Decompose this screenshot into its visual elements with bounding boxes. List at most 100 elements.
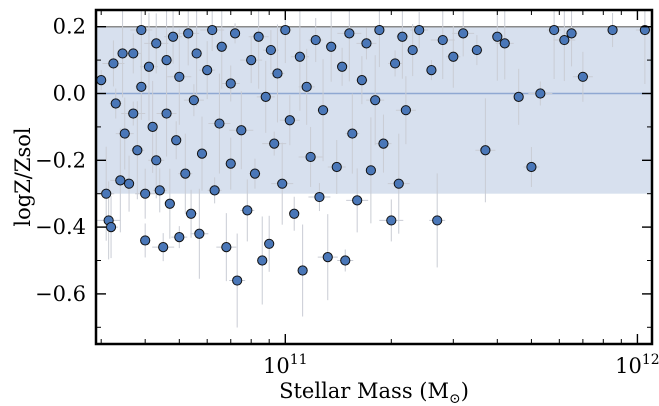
data-point	[242, 205, 253, 216]
y-axis-ticks: 0.2 0.0 −0.2 −0.4 −0.6	[35, 15, 652, 328]
data-point	[221, 242, 232, 253]
data-point	[370, 95, 381, 106]
data-point	[167, 31, 179, 42]
data-point	[559, 34, 570, 46]
x-axis-title-close: )	[461, 379, 469, 403]
data-point	[117, 48, 128, 59]
data-point	[147, 121, 158, 133]
data-point	[492, 31, 503, 42]
data-point	[140, 188, 151, 199]
data-point	[216, 41, 227, 52]
data-point	[140, 235, 151, 246]
data-points	[96, 24, 650, 286]
data-point	[115, 175, 126, 186]
data-point	[96, 75, 107, 86]
data-point	[171, 135, 182, 146]
data-point	[386, 215, 397, 226]
data-point	[194, 228, 205, 239]
data-point	[105, 222, 117, 233]
data-point	[374, 24, 385, 36]
y-tick-label: 0.0	[53, 82, 86, 106]
data-point	[426, 65, 437, 76]
data-point	[185, 208, 197, 219]
data-point	[196, 148, 208, 159]
data-point	[280, 24, 291, 36]
data-point	[154, 185, 165, 196]
data-point	[191, 48, 202, 59]
data-point	[119, 128, 130, 139]
data-point	[110, 98, 121, 109]
data-point	[253, 31, 264, 42]
data-point	[257, 255, 268, 266]
data-point	[289, 208, 300, 219]
data-point	[458, 28, 469, 39]
data-point	[294, 51, 305, 62]
x-axis-ticks: 1011 1012	[100, 10, 659, 378]
data-point	[352, 195, 363, 206]
data-point	[225, 78, 236, 89]
data-point	[260, 91, 271, 102]
data-point	[214, 118, 225, 129]
data-point	[365, 165, 376, 176]
data-point	[128, 48, 139, 59]
data-point	[310, 34, 321, 46]
data-point	[277, 178, 288, 189]
data-point	[326, 41, 337, 52]
data-point	[284, 115, 295, 126]
data-point	[549, 24, 560, 36]
data-point	[414, 24, 425, 36]
data-point	[513, 91, 524, 102]
data-point	[143, 61, 155, 72]
data-point	[471, 44, 482, 56]
data-point	[229, 28, 241, 39]
data-point	[526, 161, 537, 173]
data-point	[132, 145, 143, 156]
data-point	[499, 38, 510, 49]
x-axis-title: Stellar Mass (M⊙)	[279, 379, 469, 406]
data-point	[437, 34, 448, 46]
data-point	[407, 44, 418, 56]
data-point	[480, 145, 491, 156]
data-point	[265, 44, 276, 56]
data-point	[158, 242, 169, 253]
data-point	[249, 168, 261, 179]
sun-symbol: ⊙	[449, 391, 461, 406]
x-tick-base: 10	[615, 354, 642, 378]
data-point	[331, 161, 342, 173]
data-point	[151, 38, 162, 49]
data-point	[378, 138, 389, 149]
data-point	[566, 28, 577, 39]
data-point	[174, 71, 185, 82]
data-point	[246, 55, 257, 66]
data-point	[361, 38, 372, 49]
data-point	[202, 65, 213, 76]
x-tick-label: 1011	[263, 352, 308, 378]
data-point	[225, 158, 236, 169]
x-axis-title-text: Stellar Mass (M	[279, 379, 449, 403]
data-point	[577, 71, 588, 82]
data-point	[232, 275, 243, 286]
data-point	[297, 265, 308, 276]
data-point	[432, 215, 443, 226]
x-tick-exponent: 11	[290, 352, 308, 368]
x-tick-base: 10	[263, 354, 290, 378]
data-point	[136, 24, 147, 36]
x-tick-label: 1012	[615, 352, 659, 378]
data-point	[639, 24, 650, 36]
data-point	[136, 81, 147, 92]
data-point	[108, 58, 119, 69]
data-point	[400, 105, 411, 116]
y-axis-title: logZ/Zsol	[11, 127, 35, 226]
data-point	[314, 191, 325, 203]
y-tick-label: −0.4	[35, 215, 86, 239]
data-point	[188, 95, 199, 106]
data-point	[207, 24, 218, 36]
data-point	[161, 55, 172, 66]
data-point	[305, 151, 316, 163]
data-point	[151, 155, 162, 166]
data-point	[128, 108, 139, 119]
data-point	[389, 58, 401, 69]
data-point	[535, 88, 546, 99]
data-point	[209, 185, 220, 196]
